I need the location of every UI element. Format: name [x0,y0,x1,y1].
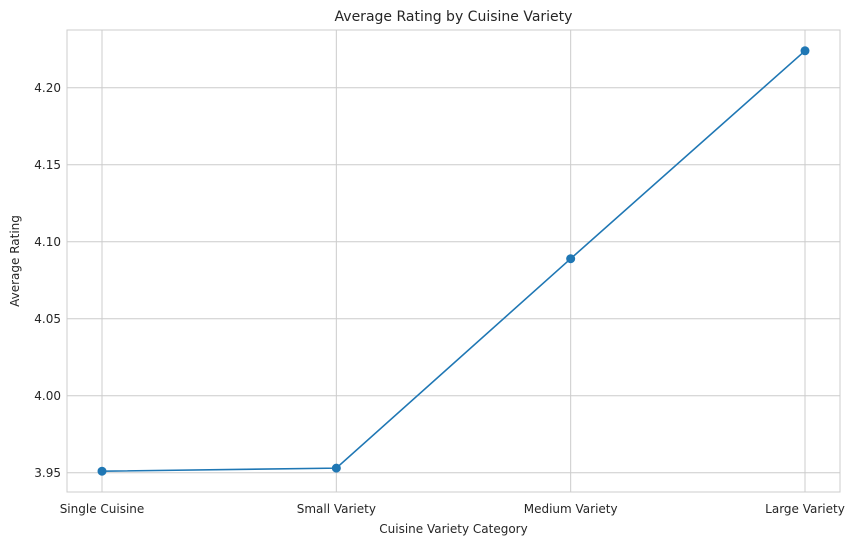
y-axis-label: Average Rating [8,215,22,307]
y-axis-ticks: 3.95 4.00 4.05 4.10 4.15 4.20 [34,81,61,480]
x-tick-label: Medium Variety [524,502,618,516]
x-tick-label: Large Variety [765,502,845,516]
y-tick-label: 4.05 [34,312,61,326]
plot-frame [66,29,841,493]
series [97,46,810,476]
y-tick-label: 4.10 [34,235,61,249]
y-tick-label: 4.20 [34,81,61,95]
y-tick-label: 4.00 [34,389,61,403]
data-point [97,466,107,476]
y-tick-label: 3.95 [34,466,61,480]
data-point [331,463,341,473]
x-tick-label: Small Variety [297,502,376,516]
series-line [101,50,806,473]
data-point [800,46,810,56]
grid [67,30,840,492]
x-axis-ticks: Single Cuisine Small Variety Medium Variet… [60,502,845,516]
x-axis-label: Cuisine Variety Category [379,522,527,536]
y-tick-label: 4.15 [34,158,61,172]
x-tick-label: Single Cuisine [60,502,145,516]
chart-title: Average Rating by Cuisine Variety [335,9,573,25]
data-point [566,254,576,264]
